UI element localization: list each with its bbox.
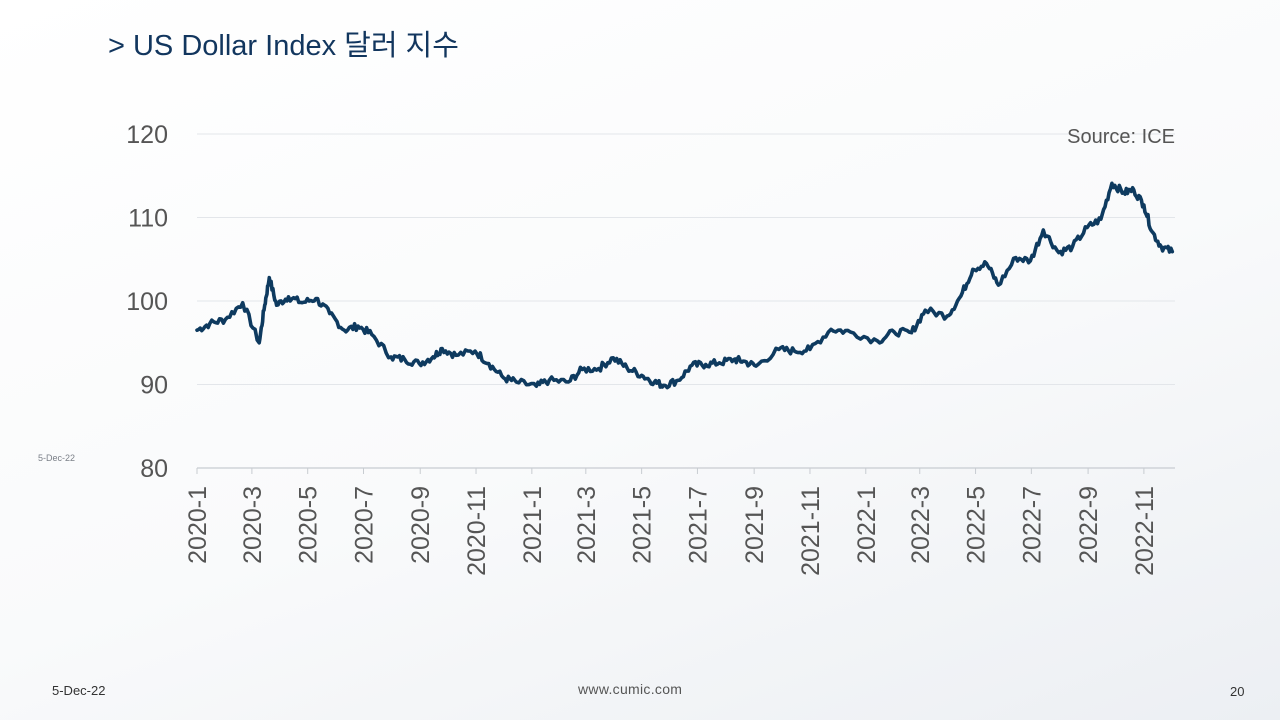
x-tick-label: 2022-11 xyxy=(1131,486,1159,576)
y-tick-label: 80 xyxy=(140,455,168,483)
y-tick-label: 110 xyxy=(128,205,168,233)
x-tick-label: 2020-5 xyxy=(295,486,323,564)
x-tick-label: 2020-1 xyxy=(184,486,212,564)
x-tick-label: 2022-7 xyxy=(1018,486,1046,564)
x-tick-label: 2021-1 xyxy=(519,486,547,564)
x-tick-label: 2020-7 xyxy=(351,486,379,564)
x-tick-label: 2020-11 xyxy=(463,486,491,576)
dollar-index-series-line xyxy=(195,181,1175,390)
footer-url: www.cumic.com xyxy=(578,681,683,697)
y-tick-label: 90 xyxy=(140,372,168,400)
x-tick-label: 2022-9 xyxy=(1075,486,1103,564)
x-tick-label: 2021-11 xyxy=(797,486,825,576)
x-tick-label: 2021-3 xyxy=(573,486,601,564)
page-number: 20 xyxy=(1230,684,1245,699)
x-tick-label: 2022-3 xyxy=(907,486,935,564)
slide-title: > US Dollar Index 달러 지수 xyxy=(108,30,459,62)
x-tick-label: 2021-7 xyxy=(684,486,712,564)
y-tick-label: 120 xyxy=(126,121,168,149)
x-tick-label: 2021-9 xyxy=(741,486,769,564)
x-tick-label: 2020-3 xyxy=(239,486,267,564)
x-tick-label: 2022-1 xyxy=(853,486,881,564)
x-tick-label: 2021-5 xyxy=(629,486,657,564)
x-tick-label: 2020-9 xyxy=(407,486,435,564)
footer-date: 5-Dec-22 xyxy=(52,683,106,698)
source-note: Source: ICE xyxy=(1067,126,1175,148)
side-date-label: 5-Dec-22 xyxy=(38,453,76,463)
y-tick-label: 100 xyxy=(126,288,168,316)
x-tick-label: 2022-5 xyxy=(963,486,991,564)
